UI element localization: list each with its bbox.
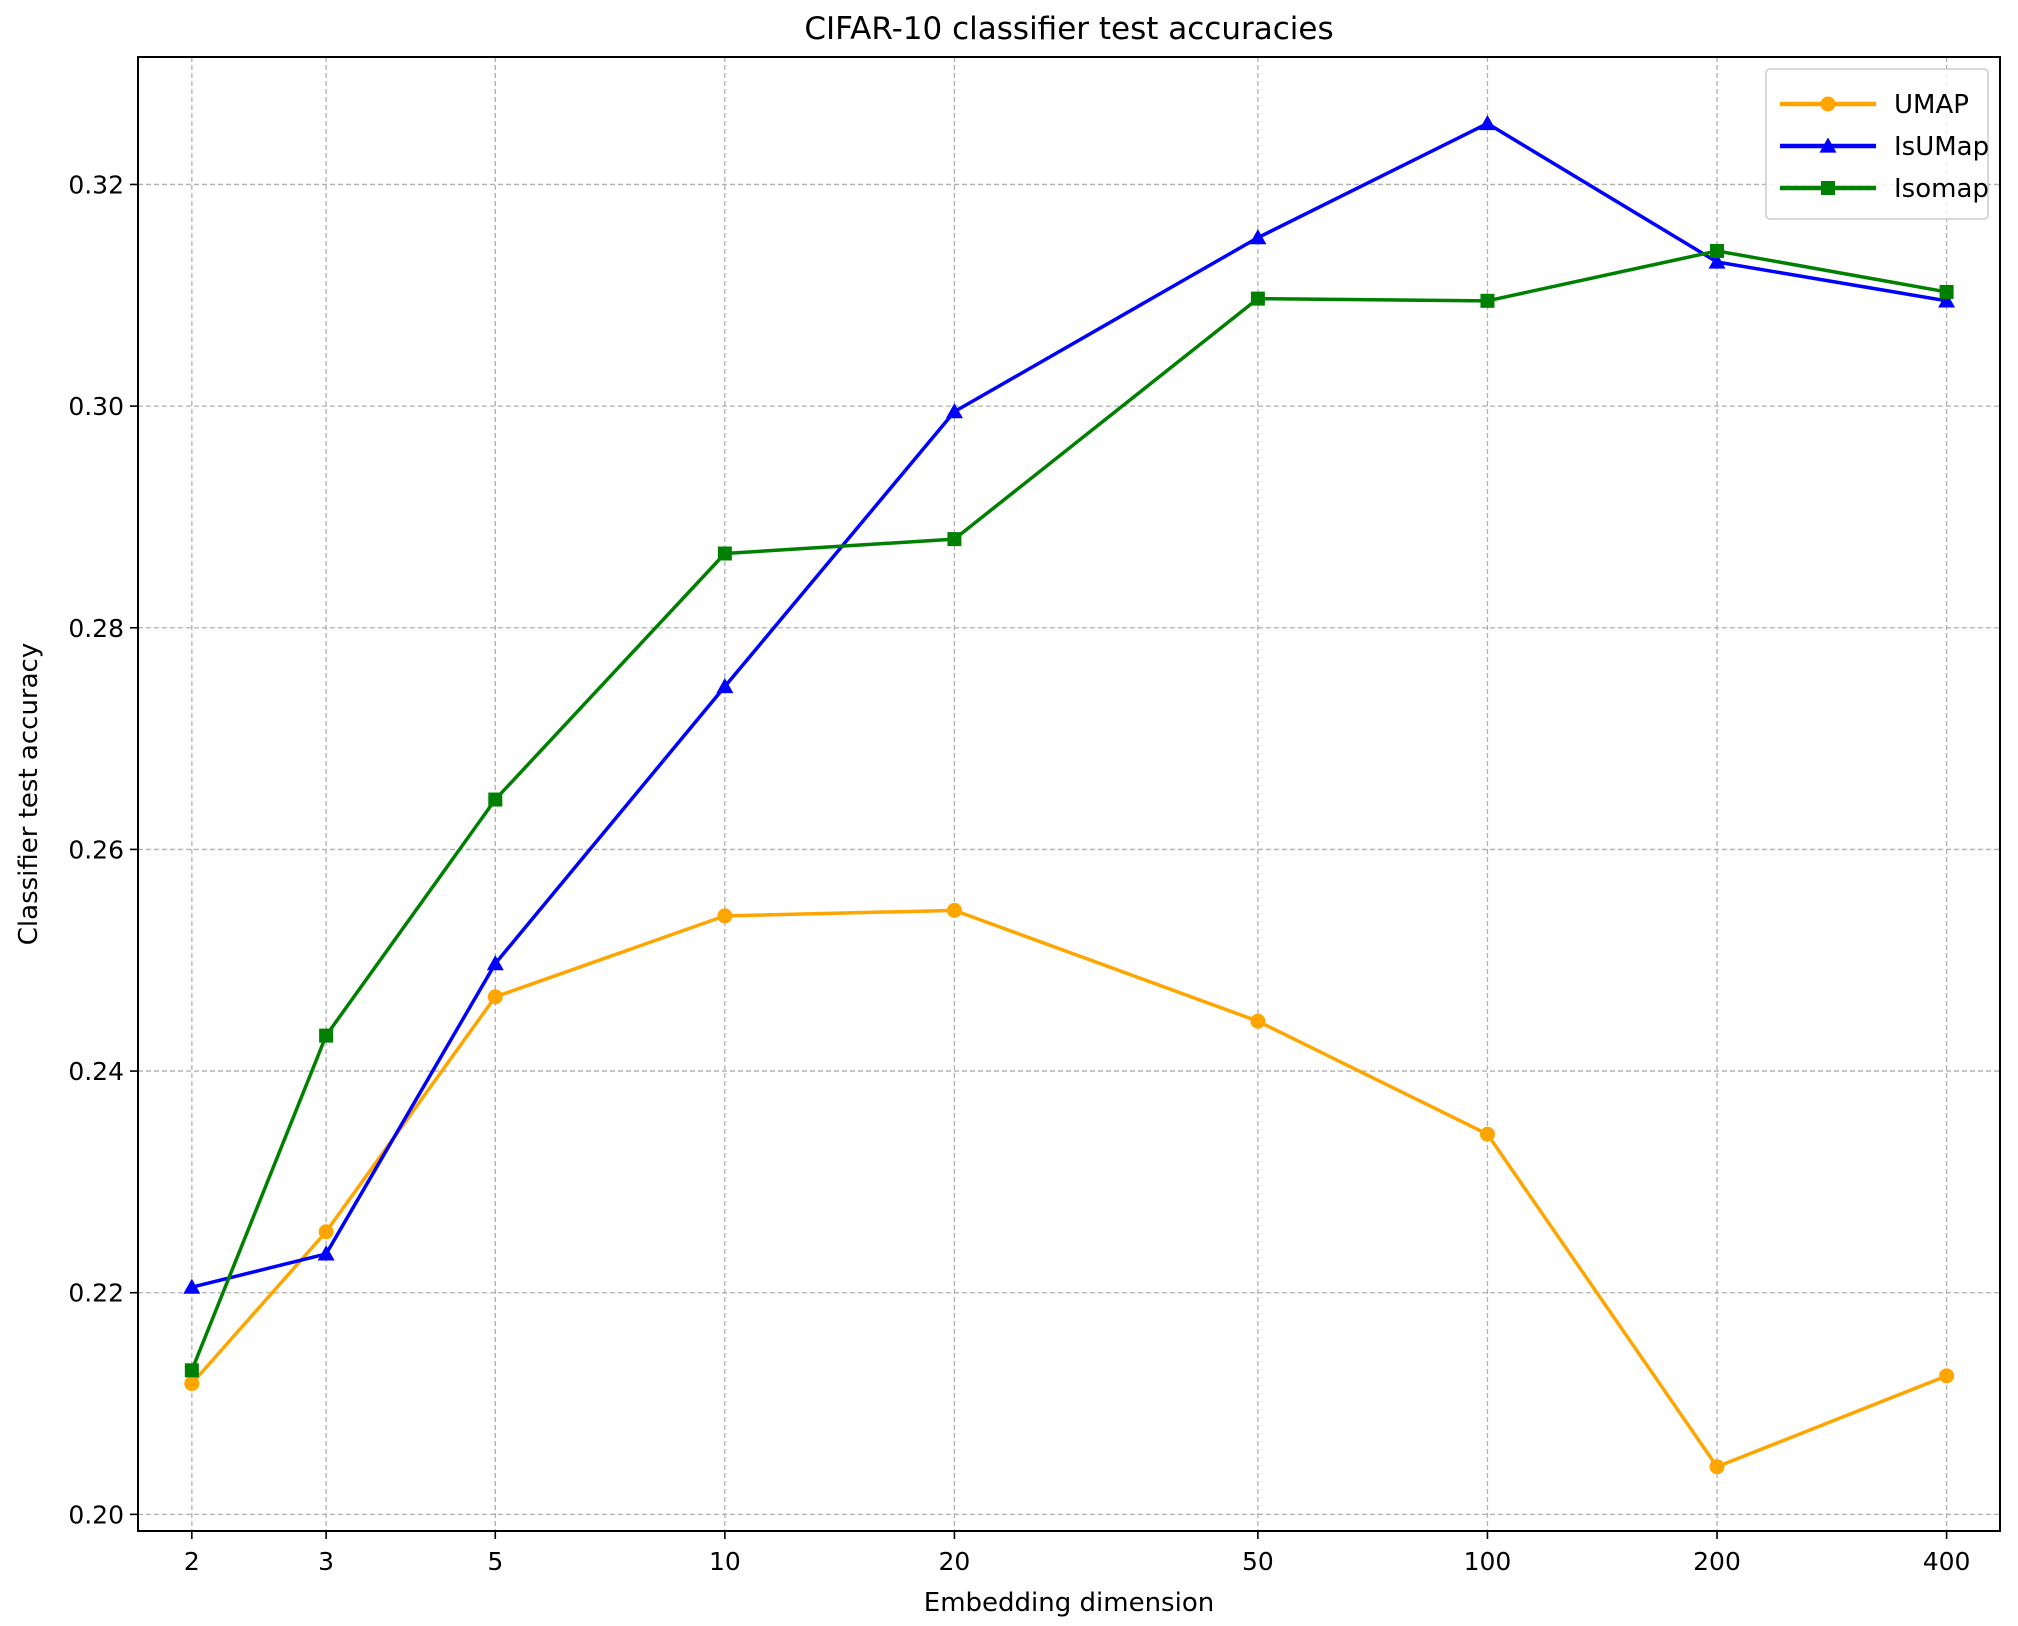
series-layer	[183, 114, 1956, 1475]
data-point-isumap	[1478, 114, 1496, 131]
tick-layer: 2 3 5 10 20 50 100 200 400 0.20 0.22 0.24 0.26 0.28 0.…	[68, 170, 1970, 1576]
y-tick-label: 0.24	[68, 1057, 124, 1086]
data-point-isomap	[1939, 284, 1954, 299]
data-point-isomap	[717, 546, 732, 561]
data-point-umap	[487, 989, 503, 1005]
x-tick-label: 20	[939, 1547, 971, 1576]
data-point-isumap	[716, 677, 734, 694]
x-tick-label: 10	[709, 1547, 741, 1576]
series-umap	[184, 902, 1955, 1475]
y-axis-label: Classifier test accuracy	[14, 643, 44, 945]
data-point-umap	[1250, 1013, 1266, 1029]
legend-item-isumap: IsUMap	[1780, 132, 1989, 162]
y-tick-label: 0.22	[68, 1279, 124, 1308]
data-point-umap	[946, 902, 962, 918]
legend-marker-isomap	[1821, 181, 1835, 195]
data-point-isumap	[945, 403, 963, 419]
legend-label-isumap: IsUMap	[1894, 132, 1989, 162]
legend-marker-umap	[1820, 96, 1836, 112]
data-point-isumap	[486, 955, 504, 971]
series-isomap	[184, 243, 1954, 1378]
series-isumap	[183, 114, 1956, 1294]
data-point-umap	[1939, 1368, 1955, 1384]
y-tick-label: 0.30	[68, 392, 124, 421]
x-tick-label: 100	[1464, 1547, 1512, 1576]
data-point-isomap	[319, 1028, 334, 1043]
data-point-umap	[717, 908, 733, 924]
chart-title: CIFAR-10 classifier test accuracies	[804, 11, 1333, 47]
legend-item-isomap: Isomap	[1780, 174, 1989, 204]
data-point-isumap	[183, 1278, 201, 1294]
data-point-isomap	[488, 792, 503, 807]
grid-layer	[138, 57, 2000, 1531]
legend-item-umap: UMAP	[1780, 90, 1969, 120]
y-tick-label: 0.28	[68, 614, 124, 643]
data-point-isomap	[947, 532, 962, 547]
legend-marker-isumap	[1819, 137, 1837, 153]
data-point-isomap	[1480, 293, 1495, 308]
plot-frame	[137, 56, 2001, 1532]
data-point-isumap	[1708, 253, 1726, 269]
data-point-umap	[184, 1376, 200, 1392]
x-tick-label: 2	[184, 1547, 200, 1576]
x-tick-label: 50	[1242, 1547, 1274, 1576]
data-point-umap	[318, 1224, 334, 1240]
data-point-isumap	[1249, 229, 1267, 245]
data-point-isumap	[1938, 292, 1956, 308]
legend-label-umap: UMAP	[1894, 90, 1969, 120]
x-axis-label: Embedding dimension	[924, 1588, 1214, 1618]
data-point-isomap	[184, 1363, 199, 1378]
y-tick-label: 0.20	[68, 1500, 124, 1529]
data-point-isumap	[317, 1245, 335, 1261]
data-point-umap	[1709, 1459, 1725, 1475]
data-point-isomap	[1250, 291, 1265, 306]
x-tick-label: 3	[318, 1547, 334, 1576]
data-point-umap	[1479, 1126, 1495, 1142]
y-tick-label: 0.26	[68, 835, 124, 864]
legend-label-isomap: Isomap	[1894, 174, 1989, 204]
legend: UMAP IsUMap Isomap	[1765, 68, 1989, 220]
x-tick-label: 400	[1923, 1547, 1971, 1576]
data-point-isomap	[1710, 243, 1725, 258]
x-tick-label: 5	[487, 1547, 503, 1576]
y-tick-label: 0.32	[68, 170, 124, 199]
x-tick-label: 200	[1693, 1547, 1741, 1576]
